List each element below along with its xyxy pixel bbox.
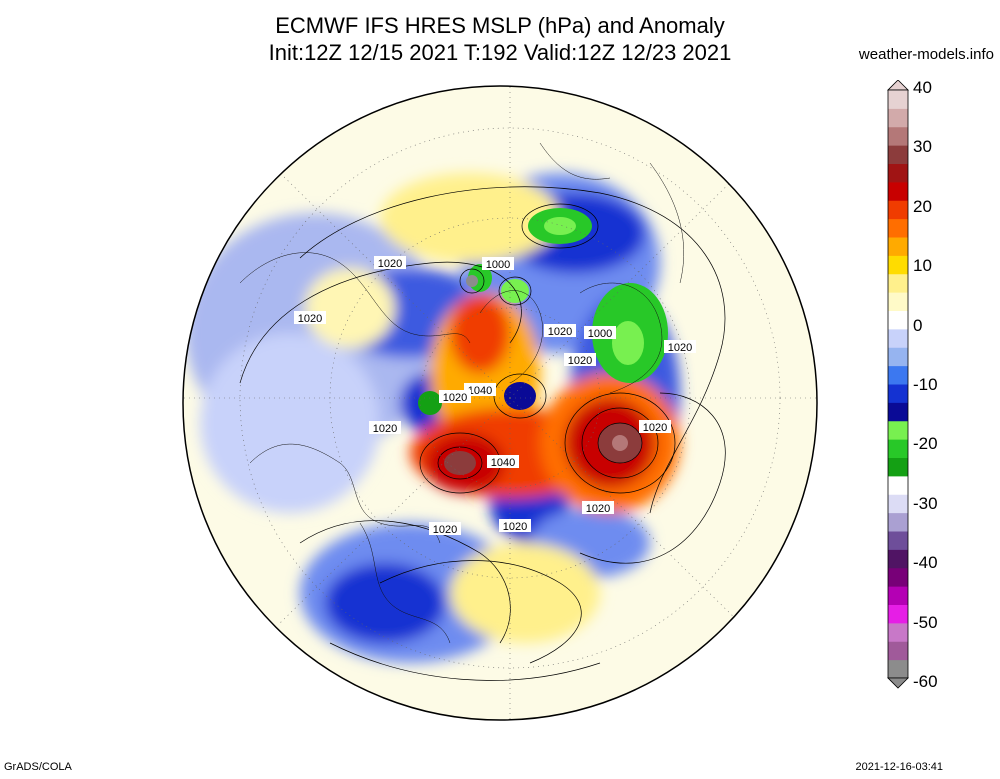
- colorbar-tick-label: -60: [913, 672, 938, 691]
- colorbar-tick-label: -50: [913, 612, 938, 632]
- colorbar-cell: [888, 126, 908, 146]
- isobar-label: 1020: [499, 519, 531, 533]
- colorbar-cell: [888, 549, 908, 569]
- svg-text:1020: 1020: [586, 503, 610, 515]
- colorbar-cell: [888, 531, 908, 550]
- colorbar-cell: [888, 108, 908, 128]
- colorbar-cell: [888, 567, 908, 587]
- svg-text:1040: 1040: [491, 457, 515, 469]
- colorbar-cell: [888, 292, 908, 311]
- colorbar-cell: [888, 328, 908, 348]
- colorbar-tick-label: -20: [913, 434, 938, 454]
- isobar-label: 1020: [664, 340, 696, 354]
- colorbar-cells: [887, 89, 909, 679]
- isobar-label: 1020: [439, 390, 471, 404]
- title-line-2: Init:12Z 12/15 2021 T:192 Valid:12Z 12/2…: [268, 40, 732, 65]
- colorbar: [887, 80, 909, 689]
- colorbar-cell: [888, 237, 908, 256]
- svg-text:1020: 1020: [443, 392, 467, 404]
- colorbar-cell: [888, 200, 908, 220]
- colorbar-cell: [888, 310, 908, 330]
- colorbar-cell: [888, 181, 908, 201]
- svg-text:1020: 1020: [433, 524, 457, 536]
- isobar-label: 1020: [564, 353, 596, 367]
- colorbar-tick-label: 10: [913, 256, 932, 276]
- svg-text:1000: 1000: [588, 328, 612, 340]
- timestamp-label: 2021-12-16-03:41: [855, 761, 943, 773]
- isobar-label: 1040: [464, 383, 496, 397]
- colorbar-cell: [888, 586, 908, 605]
- colorbar-cell: [888, 420, 908, 440]
- colorbar-cell: [888, 604, 908, 624]
- colorbar-cell: [888, 384, 908, 403]
- svg-text:1000: 1000: [486, 259, 510, 271]
- colorbar-cell: [888, 457, 908, 477]
- colorbar-cell: [888, 659, 908, 679]
- colorbar-cell: [888, 163, 908, 183]
- colorbar-cell: [888, 255, 908, 275]
- colorbar-top-arrow: [887, 80, 909, 91]
- isobar-label: 1020: [294, 311, 326, 325]
- colorbar-cell: [888, 145, 908, 164]
- colorbar-cell: [888, 512, 908, 532]
- isobar-label: 1040: [487, 455, 519, 469]
- colorbar-tick-label: 20: [913, 196, 932, 216]
- isobar-label: 1020: [369, 421, 401, 435]
- isobar-label: 1000: [482, 257, 514, 271]
- svg-text:1020: 1020: [298, 313, 322, 325]
- isobar-label: 1020: [639, 420, 671, 434]
- colorbar-tick-label: -10: [913, 375, 938, 394]
- colorbar-tick-label: 40: [913, 78, 932, 97]
- svg-text:1020: 1020: [373, 423, 397, 435]
- credit-label: GrADS/COLA: [4, 761, 72, 773]
- isobar-label: 1020: [374, 256, 406, 270]
- isobar-label: 1000: [584, 326, 616, 340]
- colorbar-cell: [888, 218, 908, 238]
- colorbar-cell: [888, 273, 908, 293]
- colorbar-cell: [888, 365, 908, 385]
- colorbar-tick-label: 30: [913, 137, 932, 157]
- svg-text:1020: 1020: [568, 355, 592, 367]
- svg-text:1040: 1040: [468, 385, 492, 397]
- map-boundary: [182, 85, 818, 721]
- colorbar-tick-label: -30: [913, 493, 938, 513]
- svg-text:1020: 1020: [668, 342, 692, 354]
- anomaly-field: [185, 173, 680, 663]
- colorbar-cell: [888, 90, 908, 109]
- colorbar-cell: [888, 475, 908, 495]
- colorbar-cell: [888, 347, 908, 367]
- svg-text:1020: 1020: [548, 326, 572, 338]
- svg-text:1020: 1020: [378, 258, 402, 270]
- isobar-label: 1020: [429, 522, 461, 536]
- colorbar-cell: [888, 439, 908, 458]
- svg-text:1020: 1020: [643, 422, 667, 434]
- title-line-1: ECMWF IFS HRES MSLP (hPa) and Anomaly: [275, 13, 725, 38]
- colorbar-cell: [888, 641, 908, 661]
- colorbar-tick-label: 0: [913, 315, 923, 335]
- colorbar-cell: [888, 402, 908, 422]
- colorbar-cell: [888, 494, 908, 514]
- anomaly-cores: [418, 208, 668, 475]
- colorbar-cell: [888, 622, 908, 642]
- isobar-label: 1020: [582, 501, 614, 515]
- isobar-label: 1020: [544, 324, 576, 338]
- colorbar-tick-label: -40: [913, 553, 938, 573]
- site-label: weather-models.info: [858, 46, 994, 63]
- colorbar-bottom-arrow: [887, 677, 909, 689]
- svg-text:1020: 1020: [503, 521, 527, 533]
